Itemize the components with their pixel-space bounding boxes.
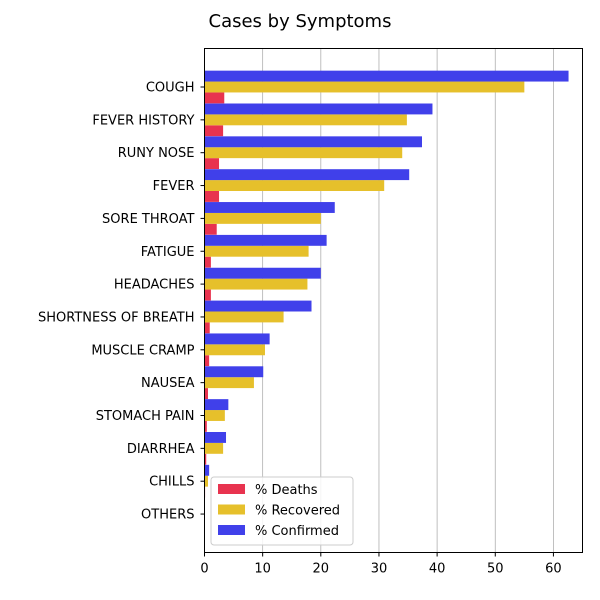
x-tick-label: 0: [200, 562, 208, 577]
bar-confirmed-nausea: [204, 366, 264, 378]
bar-confirmed-stomach-pain: [204, 399, 229, 411]
bar-recovered-sore-throat: [204, 212, 321, 224]
bar-confirmed-fever-history: [204, 103, 433, 115]
y-tick-label: FATIGUE: [141, 245, 195, 260]
x-tick-label: 30: [371, 562, 388, 577]
legend-label-deaths: % Deaths: [255, 483, 318, 498]
y-tick-label: FEVER HISTORY: [92, 113, 194, 128]
y-tick-label: CHILLS: [149, 475, 194, 490]
legend-swatch-deaths: [218, 484, 245, 494]
legend-swatch-confirmed: [218, 525, 245, 535]
y-tick-label: DIARRHEA: [127, 442, 195, 457]
bar-deaths-headaches: [204, 289, 211, 301]
x-tick-label: 40: [429, 562, 446, 577]
bar-deaths-muscle-cramp: [204, 355, 210, 367]
y-tick-label: OTHERS: [141, 508, 194, 523]
bar-recovered-fatigue: [204, 245, 309, 257]
y-axis: COUGH FEVER HISTORY RUNY NOSE FEVER SORE THR…: [38, 81, 205, 523]
bar-deaths-runy-nose: [204, 158, 220, 170]
bar-confirmed-sore-throat: [204, 202, 335, 213]
legend-label-recovered: % Recovered: [255, 504, 340, 519]
bar-recovered-shortness-of-breath: [204, 311, 284, 323]
x-tick-label: 20: [313, 562, 330, 577]
y-tick-label: FEVER: [153, 179, 195, 194]
legend-swatch-recovered: [218, 504, 245, 515]
chart-title: Cases by Symptoms: [209, 11, 392, 32]
bars: [204, 70, 569, 498]
bar-confirmed-shortness-of-breath: [204, 300, 312, 312]
y-tick-label: STOMACH PAIN: [96, 409, 195, 424]
bar-deaths-fatigue: [204, 256, 211, 268]
bar-confirmed-cough: [204, 70, 569, 82]
x-tick-label: 10: [254, 562, 271, 577]
legend-label-confirmed: % Confirmed: [255, 524, 339, 539]
bar-recovered-chills: [204, 475, 208, 487]
y-tick-label: HEADACHES: [114, 278, 195, 293]
y-tick-label: RUNY NOSE: [118, 146, 195, 161]
y-tick-label: SORE THROAT: [102, 212, 195, 227]
bar-recovered-fever: [204, 180, 385, 191]
bar-deaths-sore-throat: [204, 223, 217, 235]
bar-deaths-fever: [204, 191, 220, 202]
bar-deaths-cough: [204, 92, 225, 104]
bar-confirmed-runy-nose: [204, 136, 422, 148]
bar-confirmed-fever: [204, 169, 410, 181]
x-axis: 0 10 20 30 40 50 60: [200, 552, 562, 577]
grid-lines: [204, 48, 554, 553]
bar-deaths-stomach-pain: [204, 420, 207, 432]
bar-recovered-cough: [204, 81, 525, 93]
bar-recovered-runy-nose: [204, 147, 403, 159]
bar-recovered-nausea: [204, 377, 254, 389]
bar-confirmed-fatigue: [204, 234, 327, 246]
bar-deaths-shortness-of-breath: [204, 322, 210, 334]
legend: % Deaths % Recovered % Confirmed: [210, 476, 354, 546]
bar-confirmed-headaches: [204, 267, 321, 279]
bar-confirmed-muscle-cramp: [204, 333, 270, 345]
y-tick-label: MUSCLE CRAMP: [91, 343, 194, 358]
bar-deaths-diarrhea: [204, 453, 207, 465]
bar-deaths-nausea: [204, 388, 208, 399]
y-tick-label: COUGH: [146, 81, 195, 96]
y-tick-label: NAUSEA: [141, 376, 195, 391]
bar-recovered-fever-history: [204, 114, 407, 126]
bar-deaths-fever-history: [204, 125, 224, 137]
plot-frame: [204, 48, 583, 553]
bar-confirmed-diarrhea: [204, 432, 227, 443]
bar-recovered-headaches: [204, 278, 308, 290]
legend-box: [210, 476, 354, 546]
x-tick-label: 50: [487, 562, 504, 577]
bar-confirmed-chills: [204, 464, 210, 476]
bar-recovered-muscle-cramp: [204, 344, 265, 356]
bar-recovered-stomach-pain: [204, 410, 225, 421]
y-tick-label: SHORTNESS OF BREATH: [38, 310, 194, 325]
x-tick-label: 60: [545, 562, 562, 577]
bar-recovered-diarrhea: [204, 442, 224, 454]
